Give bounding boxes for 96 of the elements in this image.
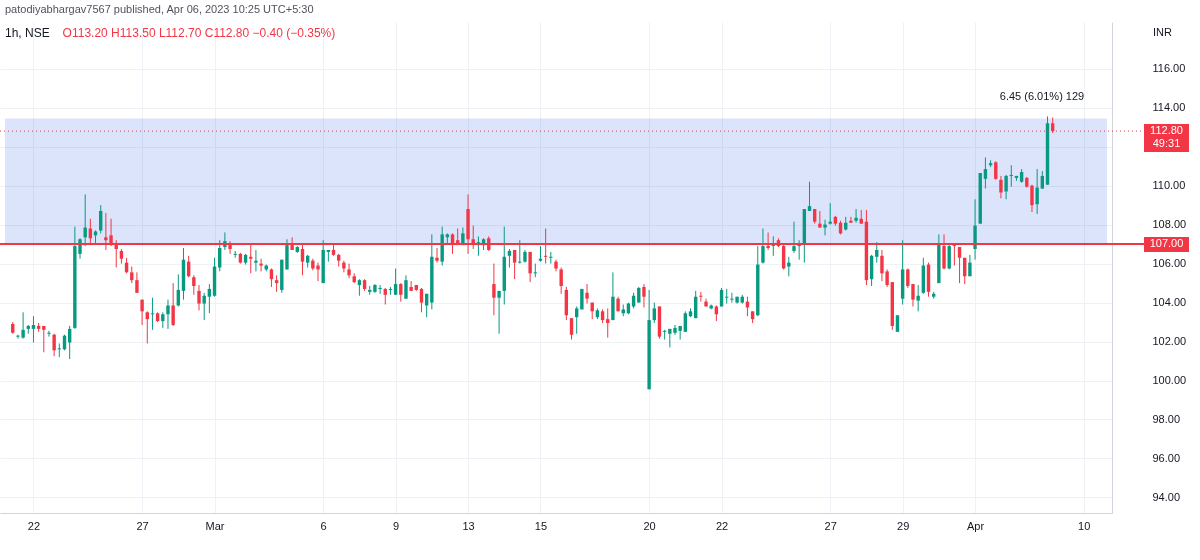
- candlestick: [409, 280, 413, 292]
- x-tick-label: 9: [393, 519, 400, 532]
- candlestick: [150, 297, 155, 331]
- candlestick: [218, 239, 222, 272]
- candlestick: [652, 302, 656, 324]
- candlestick: [47, 330, 51, 338]
- candlestick: [699, 291, 703, 303]
- x-tick-label: Apr: [967, 519, 985, 532]
- candlestick: [549, 251, 553, 265]
- candlestick: [999, 175, 1003, 199]
- candlestick: [528, 251, 532, 283]
- y-tick-label: 108.00: [1152, 218, 1187, 231]
- x-tick-label: 13: [462, 519, 475, 532]
- candlestick: [269, 267, 274, 288]
- candlestick: [393, 267, 398, 296]
- candlestick: [574, 305, 579, 335]
- y-tick-label: 104.00: [1152, 296, 1187, 309]
- candlestick: [849, 216, 853, 224]
- candlestick: [497, 290, 501, 335]
- candlestick: [31, 315, 36, 344]
- candlestick: [197, 284, 201, 311]
- y-tick-label: 94.00: [1152, 490, 1181, 503]
- candlestick: [518, 239, 522, 265]
- candlestick: [67, 325, 72, 360]
- candlestick: [1009, 164, 1013, 188]
- y-tick-label: 116.00: [1152, 62, 1186, 75]
- x-tick-label: 22: [27, 519, 41, 532]
- candlestick: [259, 258, 263, 272]
- candlestick: [787, 256, 791, 277]
- y-tick-label: 96.00: [1152, 451, 1181, 464]
- candlestick: [83, 193, 87, 247]
- candlestick: [1004, 174, 1008, 200]
- y-tick-label: 114.00: [1152, 101, 1186, 114]
- candlestick: [140, 299, 144, 326]
- candlestick: [145, 310, 149, 344]
- candlestick: [202, 292, 206, 321]
- candlestick: [342, 260, 346, 273]
- candlestick: [683, 310, 688, 333]
- candlestick: [585, 283, 589, 305]
- candlestick: [725, 288, 729, 305]
- y-tick-label: 110.00: [1152, 179, 1186, 192]
- x-tick-label: 15: [534, 519, 548, 532]
- x-tick-label: 27: [136, 519, 149, 532]
- x-tick-label: 27: [824, 519, 837, 532]
- y-axis-title: INR: [1153, 26, 1172, 38]
- y-tick-label: 98.00: [1152, 412, 1181, 425]
- candlestick: [823, 219, 827, 236]
- candlestick: [207, 283, 212, 314]
- ref-line-label: 112.80 49:31: [1150, 124, 1183, 150]
- candlestick: [875, 241, 879, 264]
- candlestick: [761, 228, 765, 265]
- candlestick: [435, 247, 439, 264]
- candlestick: [399, 282, 403, 303]
- candlestick: [419, 287, 424, 313]
- y-tick-label: 102.00: [1152, 335, 1187, 348]
- candlestick: [192, 274, 196, 296]
- candlestick: [792, 221, 796, 254]
- candlestick: [52, 333, 56, 357]
- candlestick: [492, 263, 496, 316]
- candlestick: [957, 246, 962, 284]
- text: patodiyabhargav7567 published, Apr 06, 2023 10:25 UTC+5:30: [5, 3, 314, 15]
- candlestick: [42, 325, 46, 353]
- ref-line-label: 107.00: [1149, 237, 1184, 250]
- candlestick: [818, 210, 822, 229]
- band-label: 6.45 (6.01%) 129: [999, 90, 1085, 103]
- candlestick: [983, 156, 988, 190]
- y-tick-label: 100.00: [1152, 374, 1187, 387]
- y-tick-label: 106.00: [1152, 257, 1187, 270]
- candlestick: [171, 282, 175, 327]
- candlestick: [994, 160, 998, 181]
- candlestick: [1035, 168, 1039, 215]
- candlestick: [347, 263, 351, 279]
- x-tick-label: 10: [1078, 519, 1091, 532]
- x-tick-label: 29: [897, 519, 910, 532]
- candlestick: [606, 307, 610, 339]
- candlestick: [254, 249, 258, 272]
- candlestick: [512, 249, 517, 280]
- candlestick: [135, 271, 139, 294]
- candlestick: [854, 208, 858, 224]
- candlestick: [611, 271, 615, 321]
- chart-subtitle: O113.20 H113.50 L112.70 C112.80 −0.40 (−0.35%): [62, 26, 336, 40]
- candlestick: [404, 274, 408, 300]
- candlestick: [642, 283, 646, 308]
- candlestick: [662, 329, 667, 341]
- x-tick-label: 6: [320, 519, 327, 532]
- candlestick: [559, 267, 563, 295]
- x-tick-label: 22: [715, 519, 729, 532]
- candlestick: [973, 198, 977, 261]
- candlestick: [569, 317, 574, 341]
- candlestick: [57, 342, 62, 358]
- candlestick: [771, 235, 775, 257]
- candlestick: [916, 284, 920, 312]
- x-tick-label: Mar: [205, 519, 225, 532]
- x-tick-label: 20: [643, 519, 656, 532]
- candlestick: [166, 299, 170, 330]
- chart-title: 1h, NSE: [5, 26, 50, 40]
